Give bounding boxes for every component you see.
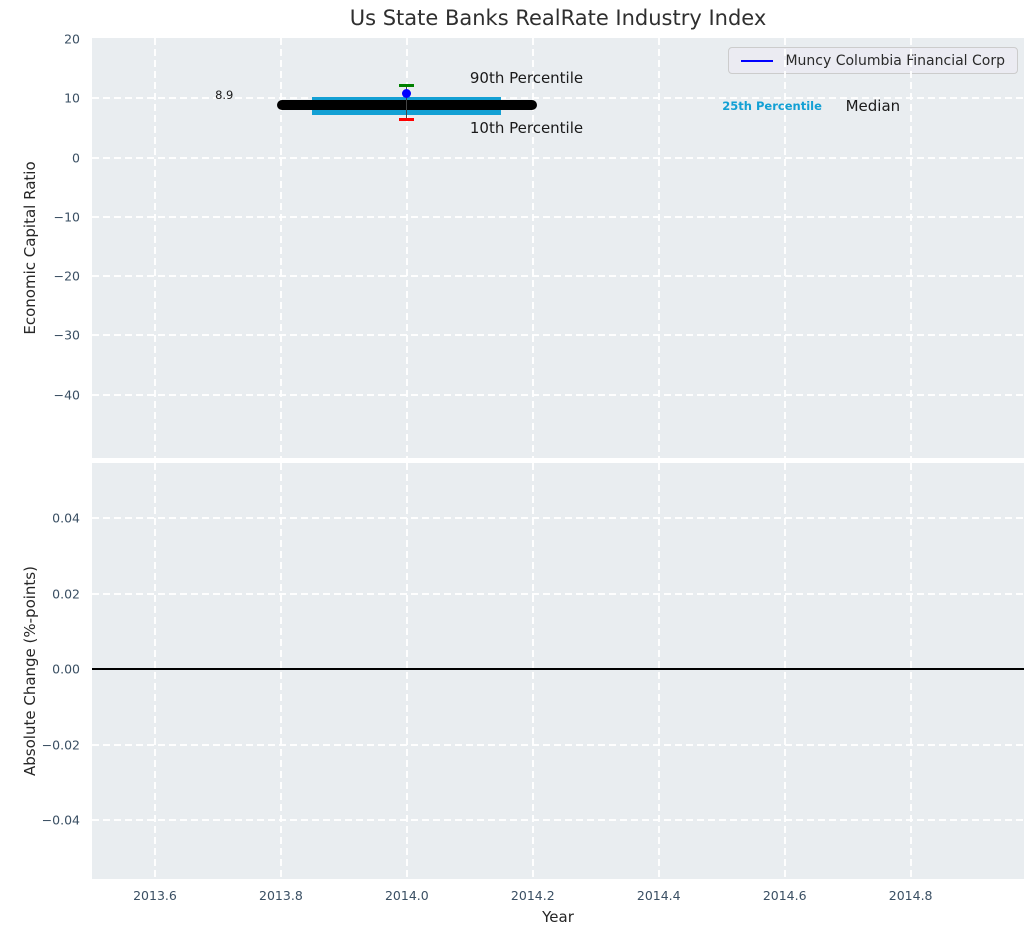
x-tick-label: 2014.8 — [888, 888, 933, 903]
legend-label: Muncy Columbia Financial Corp — [785, 52, 1005, 69]
annotation-8-9: 8.9 — [215, 88, 234, 103]
x-tick-label: 2013.6 — [133, 888, 177, 903]
y-tick-label: −20 — [53, 268, 80, 284]
gridline-vertical — [657, 463, 660, 879]
y-tick-label: −0.04 — [41, 812, 80, 828]
company-data-point — [402, 88, 412, 98]
annotation-median: Median — [845, 97, 901, 116]
gridline-horizontal — [92, 517, 1024, 520]
x-axis-label: Year — [542, 908, 574, 926]
gridline-vertical — [279, 463, 282, 879]
gridline-vertical — [909, 463, 912, 879]
annotation-10th-percentile: 10th Percentile — [469, 119, 584, 138]
x-tick-label: 2014.6 — [762, 888, 807, 903]
annotation-90th-percentile: 90th Percentile — [469, 69, 584, 88]
legend-line-icon — [741, 59, 774, 62]
gridline-vertical — [657, 38, 660, 458]
annotation-25th-percentile: 25th Percentile — [722, 99, 822, 114]
x-tick-label: 2014.0 — [384, 888, 429, 903]
gridline-vertical — [531, 463, 534, 879]
p90-whisker-cap — [399, 84, 415, 88]
gridline-vertical — [405, 38, 408, 458]
gridline-horizontal — [92, 743, 1024, 746]
whisker-line — [406, 85, 408, 120]
y-tick-label: −0.02 — [41, 737, 80, 753]
x-tick-label: 2014.4 — [636, 888, 681, 903]
gridline-vertical — [783, 38, 786, 458]
zero-line — [92, 668, 1024, 671]
gridline-horizontal — [92, 275, 1024, 278]
chart-title: Us State Banks RealRate Industry Index — [349, 6, 767, 30]
gridline-horizontal — [92, 97, 1024, 100]
bottom-axes-absolute-change — [92, 463, 1024, 879]
gridline-horizontal — [92, 215, 1024, 218]
y-tick-label: 0.04 — [52, 510, 80, 526]
legend: Muncy Columbia Financial Corp — [728, 47, 1018, 74]
gridline-horizontal — [92, 156, 1024, 159]
y-tick-label: 0 — [72, 150, 80, 166]
gridline-vertical — [531, 38, 534, 458]
gridline-vertical — [279, 38, 282, 458]
p10-whisker-cap — [399, 118, 415, 122]
y-tick-label: −40 — [53, 387, 80, 403]
y-tick-label: 0.02 — [52, 586, 80, 602]
gridline-vertical — [909, 38, 912, 458]
gridline-vertical — [153, 463, 156, 879]
top-axes-economic-capital-ratio: Muncy Columbia Financial Corp 8.9 90th Pe… — [92, 38, 1024, 458]
gridline-horizontal — [92, 592, 1024, 595]
y-tick-label: 0.00 — [52, 661, 80, 677]
y-axis-label-top: Economic Capital Ratio — [21, 161, 39, 335]
y-tick-label: 10 — [64, 90, 80, 106]
gridline-vertical — [405, 463, 408, 879]
y-tick-label: 20 — [64, 31, 80, 47]
x-tick-label: 2014.2 — [510, 888, 555, 903]
gridline-vertical — [153, 38, 156, 458]
y-tick-label: −30 — [53, 327, 80, 343]
x-tick-label: 2013.8 — [259, 888, 303, 903]
gridline-horizontal — [92, 393, 1024, 396]
y-tick-label: −10 — [53, 209, 80, 225]
gridline-horizontal — [92, 819, 1024, 822]
gridline-vertical — [783, 463, 786, 879]
gridline-horizontal — [92, 334, 1024, 337]
